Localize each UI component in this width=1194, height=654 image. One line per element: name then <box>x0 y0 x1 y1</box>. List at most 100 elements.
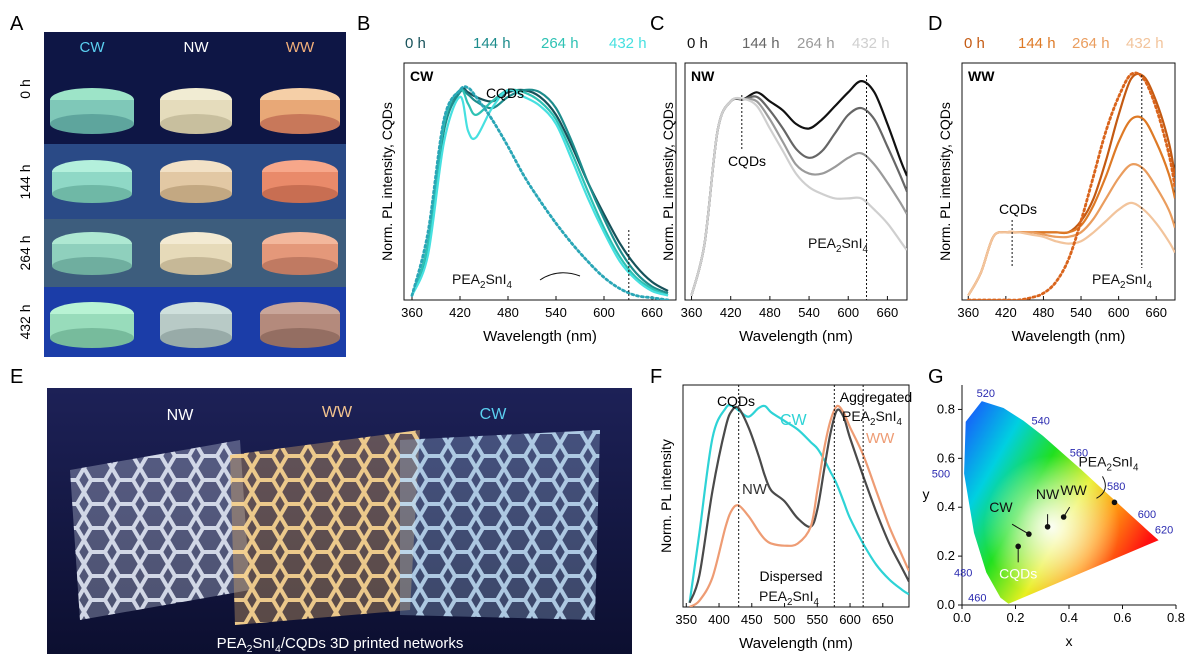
puck-nw-144h <box>160 160 232 203</box>
c-series-432-h <box>690 96 907 296</box>
panel-a-col-ww: WW <box>286 39 315 56</box>
panel-a-row-432h: 432 h <box>17 304 33 339</box>
panel-a-col-nw: NW <box>184 39 210 56</box>
b-plot-frame <box>403 62 677 301</box>
g-arrow-pea2sni4 <box>1096 476 1106 499</box>
puck-cw-0h <box>50 88 134 134</box>
g-locus-label-560: 560 <box>1070 447 1088 459</box>
g-arrow-ww <box>1063 506 1071 518</box>
g-point-label-nw: NW <box>1036 486 1060 502</box>
b-inset-label: CW <box>410 68 434 84</box>
c-legend-2: 264 h <box>797 35 835 52</box>
f-label-aggregated2: PEA2SnI4 <box>842 408 902 428</box>
b-xtick-label: 600 <box>593 305 615 320</box>
chart-d: 360 420 480 540 600 660 Wavelength (nm) Norm. P… <box>937 35 1176 345</box>
g-ylabel: y <box>923 486 930 502</box>
c-series-group <box>690 79 907 296</box>
d-xtick-label: 600 <box>1108 305 1130 320</box>
g-xlabel: x <box>1066 633 1073 649</box>
g-xtick-label: 0.8 <box>1167 610 1185 625</box>
g-xtick-label: 0.4 <box>1060 610 1078 625</box>
d-xtick-label: 420 <box>995 305 1017 320</box>
d-legend-3: 432 h <box>1126 35 1164 52</box>
f-label-dispersed2: PEA2SnI4 <box>759 588 819 608</box>
chart-b: 360 420 480 540 600 660 Wavelength (nm) Norm. P… <box>379 35 677 345</box>
b-series-cqds <box>410 85 670 300</box>
c-peak2-label: PEA2SnI4 <box>808 235 868 255</box>
chart-f: 350 400 450 500 550 600 650 Wavelength (nm) Norm… <box>658 384 912 652</box>
b-legend-0: 0 h <box>405 35 426 52</box>
panel-letter-e: E <box>10 366 23 388</box>
puck-ww-0h <box>260 88 340 134</box>
g-xtick-label: 0.2 <box>1006 610 1024 625</box>
b-xtick-label: 360 <box>401 305 423 320</box>
f-series-nw <box>688 405 909 604</box>
d-legend-1: 144 h <box>1018 35 1056 52</box>
f-label-ww: WW <box>866 430 895 447</box>
d-peak1-label: CQDs <box>999 201 1037 217</box>
panel-e-label-cw: CW <box>480 406 508 423</box>
f-series-ww <box>688 404 909 607</box>
g-locus-label-580: 580 <box>1107 481 1125 493</box>
g-cie-white-region <box>964 401 1159 604</box>
c-legend-0: 0 h <box>687 35 708 52</box>
f-xtick-label: 550 <box>806 612 828 627</box>
b-ylabel: Norm. PL intensity, CQDs <box>379 102 395 261</box>
g-ytick-label: 0.0 <box>937 597 955 612</box>
d-legend-2: 264 h <box>1072 35 1110 52</box>
d-xlabel: Wavelength (nm) <box>1012 328 1126 345</box>
panel-e-label-nw: NW <box>167 407 195 424</box>
f-label-dispersed: Dispersed <box>759 568 822 584</box>
g-locus-label-520: 520 <box>977 388 995 400</box>
c-series-0-h <box>690 79 907 296</box>
b-peak2-arrow <box>539 272 581 281</box>
b-legend-3: 432 h <box>609 35 647 52</box>
f-label-cw: CW <box>780 412 808 429</box>
f-xtick-label: 400 <box>708 612 730 627</box>
g-point-label-pea2sni4: PEA2SnI4 <box>1078 453 1138 473</box>
f-label-cqds: CQDs <box>717 393 755 409</box>
g-ytick-label: 0.4 <box>937 499 955 514</box>
c-xtick-label: 360 <box>681 305 703 320</box>
f-series-group <box>688 404 909 607</box>
puck-nw-0h <box>160 88 232 134</box>
b-xtick-label: 420 <box>449 305 471 320</box>
g-locus-label-600: 600 <box>1138 509 1156 521</box>
g-point-pea2sni4 <box>1111 499 1118 506</box>
b-xtick-label: 480 <box>497 305 519 320</box>
panel-letter-g: G <box>928 366 944 388</box>
d-series-0-h <box>967 72 1175 297</box>
puck-nw-432h <box>160 302 232 348</box>
puck-ww-144h <box>262 160 338 203</box>
panel-e-caption-text: PEA2SnI4/CQDs 3D printed networks <box>217 635 464 654</box>
panel-a-row-144h: 144 h <box>17 164 33 199</box>
puck-cw-264h <box>52 232 132 275</box>
panel-e-photo: NW WW CW PEA2SnI4/CQDs 3D printed networ… <box>47 388 632 654</box>
d-xtick-label: 360 <box>957 305 979 320</box>
f-xtick-label: 350 <box>675 612 697 627</box>
panel-letter-b: B <box>357 13 370 35</box>
g-arrow-cw <box>1011 523 1030 535</box>
g-point-label-cw: CW <box>989 499 1013 515</box>
c-xlabel: Wavelength (nm) <box>739 328 853 345</box>
f-label-aggregated: Aggregated <box>840 389 912 405</box>
f-series-cw <box>688 404 909 603</box>
g-locus-label-620: 620 <box>1155 525 1173 537</box>
c-legend-1: 144 h <box>742 35 780 52</box>
panel-letter-a: A <box>10 13 24 35</box>
c-plot-frame <box>684 62 908 301</box>
c-xtick-label: 420 <box>720 305 742 320</box>
puck-nw-264h <box>160 232 232 275</box>
d-legend-0: 0 h <box>964 35 985 52</box>
b-series-432-h <box>410 88 669 297</box>
g-point-label-ww: WW <box>1060 482 1087 498</box>
b-xtick-label: 660 <box>641 305 663 320</box>
d-series-pea2sni4 <box>966 71 1175 300</box>
d-xtick-label: 660 <box>1145 305 1167 320</box>
c-xtick-label: 660 <box>877 305 899 320</box>
puck-ww-264h <box>262 232 338 275</box>
b-legend-1: 144 h <box>473 35 511 52</box>
d-series-group <box>966 71 1175 300</box>
f-plot-frame <box>682 384 910 608</box>
